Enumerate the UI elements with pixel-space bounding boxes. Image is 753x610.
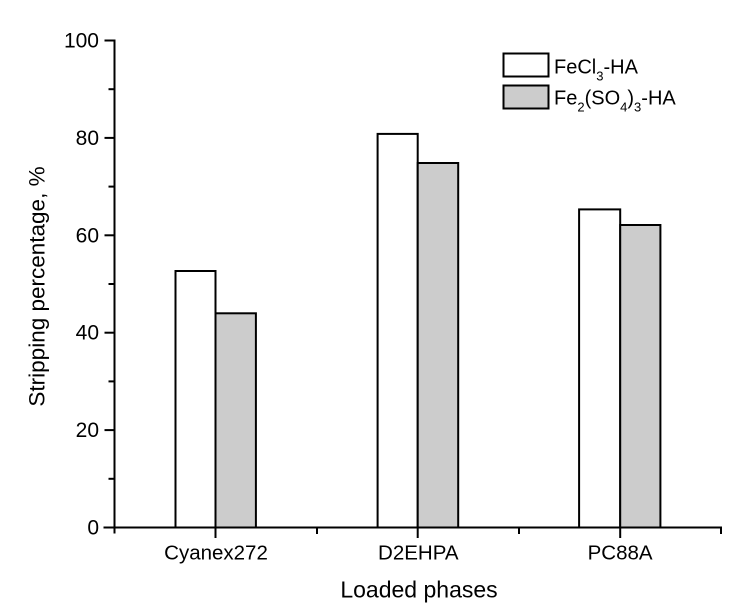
svg-text:Stripping percentage, %: Stripping percentage, %	[25, 166, 50, 406]
svg-text:20: 20	[76, 419, 99, 442]
svg-text:100: 100	[64, 30, 99, 53]
svg-text:40: 40	[76, 322, 99, 345]
svg-text:0: 0	[87, 517, 99, 540]
svg-text:D2EHPA: D2EHPA	[378, 541, 459, 564]
svg-text:Loaded phases: Loaded phases	[340, 577, 497, 603]
svg-text:PC88A: PC88A	[588, 541, 653, 564]
svg-text:Cyanex272: Cyanex272	[164, 541, 268, 564]
svg-text:80: 80	[76, 127, 99, 150]
svg-text:60: 60	[76, 224, 99, 247]
